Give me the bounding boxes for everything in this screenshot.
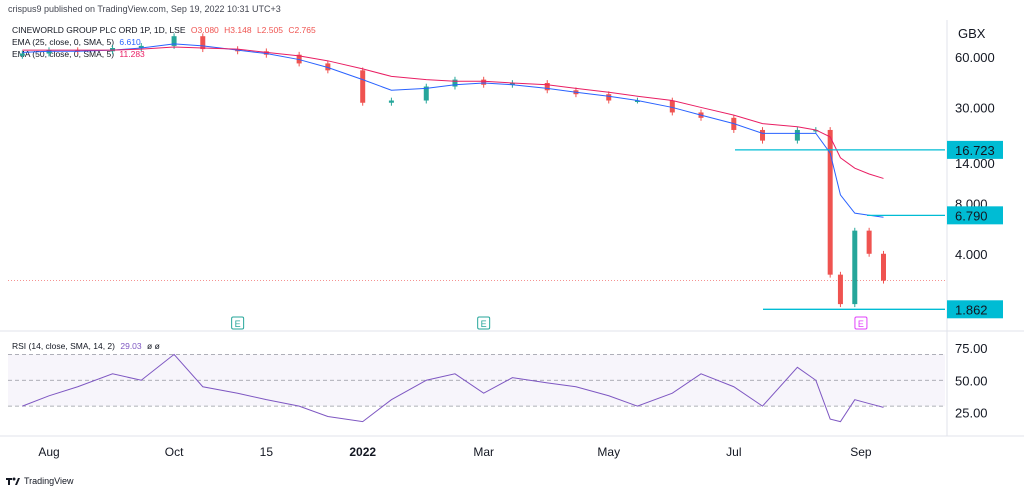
candle-body <box>544 83 550 91</box>
ema25-line <box>22 43 884 218</box>
level-badge-label: 6.790 <box>955 208 988 223</box>
high-value: H3.148 <box>224 25 252 35</box>
candle-body <box>880 253 886 281</box>
brand-label[interactable]: TradingView <box>24 476 74 486</box>
time-tick-label: 15 <box>260 445 274 459</box>
candle-body <box>325 63 331 71</box>
rsi-line <box>22 353 884 423</box>
candle-body <box>388 100 394 103</box>
time-tick-label: Oct <box>165 445 184 459</box>
earnings-event-label: E <box>481 319 487 329</box>
time-tick-label: 2022 <box>349 445 376 459</box>
candle-body <box>813 129 819 132</box>
ema25-label: EMA (25, close, 0, SMA, 5) <box>12 37 115 47</box>
ema50-line <box>22 46 884 179</box>
time-tick-label: Sep <box>850 445 872 459</box>
ema50-legend[interactable]: EMA (50, close, 0, SMA, 5) 11.283 <box>12 49 145 59</box>
level-badge <box>947 206 1003 225</box>
rsi-tick-label: 25.00 <box>955 406 988 421</box>
candle-body <box>509 83 515 85</box>
price-tick-label: 60.000 <box>955 50 995 65</box>
open-value: O3.080 <box>190 25 219 35</box>
earnings-event-icon <box>854 316 868 330</box>
close-value: C2.765 <box>288 25 316 35</box>
candle-body <box>852 230 858 305</box>
candle-body <box>110 48 116 52</box>
tradingview-logo-icon <box>6 477 20 485</box>
candle-body <box>760 129 766 141</box>
candle-body <box>634 100 640 103</box>
level-badge <box>947 140 1003 159</box>
time-tick-label: Jul <box>726 445 741 459</box>
candle-body <box>171 36 177 46</box>
earnings-event-label: E <box>858 319 864 329</box>
candle-body <box>138 45 144 49</box>
price-tick-label: 14.000 <box>955 156 995 171</box>
candle-body <box>481 79 487 85</box>
earnings-event-icon <box>231 316 245 330</box>
ema25-legend[interactable]: EMA (25, close, 0, SMA, 5) 6.610 <box>12 37 141 47</box>
publisher-line: crispus9 published on TradingView.com, S… <box>8 4 281 14</box>
rsi-tick-label: 50.00 <box>955 373 988 388</box>
candle-body <box>452 79 458 87</box>
candle-body <box>19 53 25 56</box>
level-badge-label: 1.862 <box>955 302 988 317</box>
candle-body <box>46 50 52 54</box>
rsi-extra: ø ø <box>147 341 160 351</box>
rsi-tick-label: 75.00 <box>955 341 988 356</box>
symbol-label[interactable]: CINEWORLD GROUP PLC ORD 1P, 1D, LSE <box>12 25 186 35</box>
ema25-value: 6.610 <box>119 37 141 47</box>
candle-body <box>866 230 872 254</box>
earnings-event-icon <box>477 316 491 330</box>
symbol-legend: CINEWORLD GROUP PLC ORD 1P, 1D, LSE O3.0… <box>12 25 316 35</box>
candle-body <box>794 129 800 141</box>
candle-body <box>200 36 206 50</box>
price-tick-label: 30.000 <box>955 100 995 115</box>
earnings-event-label: E <box>235 319 241 329</box>
currency-label: GBX <box>958 26 986 41</box>
time-tick-label: May <box>597 445 620 459</box>
level-badge-label: 16.723 <box>955 143 995 158</box>
level-badge <box>947 300 1003 319</box>
ema50-label: EMA (50, close, 0, SMA, 5) <box>12 49 115 59</box>
footer: TradingView <box>6 476 74 486</box>
candle-body <box>837 274 843 305</box>
low-value: L2.505 <box>256 25 283 35</box>
ema50-value: 11.283 <box>119 49 145 59</box>
rsi-value: 29.03 <box>120 341 142 351</box>
candle-body <box>263 51 269 55</box>
time-tick-label: Aug <box>38 445 59 459</box>
candle-body <box>606 94 612 101</box>
time-tick-label: Mar <box>473 445 494 459</box>
candle-body <box>360 70 366 103</box>
candle-body <box>827 129 833 275</box>
price-tick-label: 4.000 <box>955 247 988 262</box>
candle-body <box>669 100 675 113</box>
rsi-label: RSI (14, close, SMA, 14, 2) <box>12 341 115 351</box>
rsi-legend[interactable]: RSI (14, close, SMA, 14, 2) 29.03 ø ø <box>12 341 160 351</box>
candle-body <box>423 86 429 101</box>
